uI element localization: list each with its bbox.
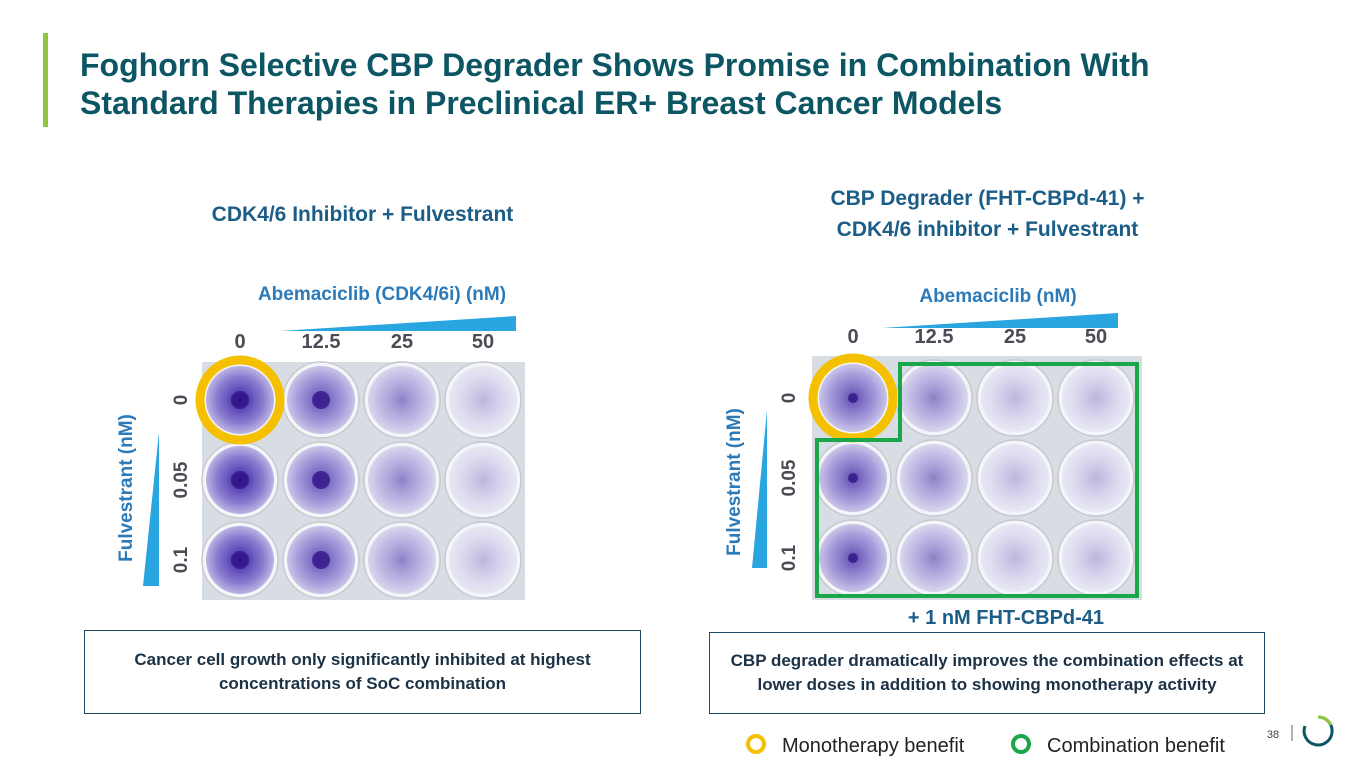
caption-box: CBP degrader dramatically improves the c… (709, 632, 1265, 714)
well (900, 524, 968, 592)
well (449, 366, 517, 434)
well (900, 444, 968, 512)
column-label: 25 (391, 331, 413, 353)
heading-line: CDK4/6 Inhibitor + Fulvestrant (211, 203, 514, 226)
well (900, 364, 968, 432)
panel-heading: CDK4/6 Inhibitor + Fulvestrant (140, 199, 585, 230)
column-label: 0 (847, 326, 858, 348)
logo-accent (1317, 715, 1333, 726)
monotherapy-ring (195, 355, 285, 445)
title-line: Standard Therapies in Preclinical ER+ Br… (80, 85, 1003, 121)
row-label: 0 (171, 395, 192, 406)
well (368, 366, 436, 434)
title-accent-bar (43, 33, 48, 127)
well (368, 446, 436, 514)
well (1062, 444, 1130, 512)
page-number: 38 (1267, 729, 1279, 741)
legend-label: Monotherapy benefit (782, 735, 965, 757)
colony (231, 471, 249, 489)
title: Foghorn Selective CBP Degrader Shows Pro… (80, 46, 1150, 122)
well (1062, 364, 1130, 432)
legend-label: Combination benefit (1047, 735, 1225, 757)
column-label: 50 (1085, 326, 1107, 348)
heading-line: CDK4/6 inhibitor + Fulvestrant (836, 218, 1139, 241)
column-label: 50 (472, 331, 494, 353)
row-label: 0.05 (171, 461, 192, 498)
column-label: 25 (1004, 326, 1026, 348)
y-axis-label: Fulvestrant (nM) (116, 414, 137, 562)
column-label: 12.5 (915, 326, 954, 348)
column-label: 0 (234, 331, 245, 353)
combination-outline (815, 362, 1139, 598)
concentration-ramp (752, 410, 767, 568)
row-label: 0.1 (779, 544, 800, 571)
y-axis-label: Fulvestrant (nM) (724, 408, 745, 556)
well (1062, 524, 1130, 592)
x-axis-label: Abemaciclib (nM) (919, 286, 1076, 307)
caption: CBP degrader dramatically improves the c… (730, 651, 1244, 694)
caption: Cancer cell growth only significantly in… (134, 650, 591, 693)
well (981, 444, 1049, 512)
colony (848, 393, 858, 403)
title-line: Foghorn Selective CBP Degrader Shows Pro… (80, 47, 1150, 83)
concentration-ramp (280, 316, 516, 331)
row-label: 0.1 (171, 546, 192, 573)
concentration-ramp (143, 432, 159, 586)
well (368, 526, 436, 594)
colony (231, 391, 249, 409)
legend-swatch (1011, 734, 1031, 754)
colony (848, 553, 858, 563)
concentration-ramp (882, 313, 1118, 328)
colony (231, 551, 249, 569)
colony (312, 391, 330, 409)
footnote: + 1 nM FHT-CBPd-41 (908, 607, 1104, 629)
row-label: 0.05 (779, 459, 800, 496)
colony (312, 551, 330, 569)
heading-line: CBP Degrader (FHT-CBPd-41) + (830, 187, 1145, 210)
row-label: 0 (779, 393, 800, 404)
column-label: 12.5 (302, 331, 341, 353)
well (449, 526, 517, 594)
colony (848, 473, 858, 483)
well (981, 364, 1049, 432)
x-axis-label: Abemaciclib (CDK4/6i) (nM) (258, 284, 506, 305)
legend-swatch (746, 734, 766, 754)
well (981, 524, 1049, 592)
colony (312, 471, 330, 489)
caption-box: Cancer cell growth only significantly in… (84, 630, 641, 714)
well (449, 446, 517, 514)
panel-heading: CBP Degrader (FHT-CBPd-41) + CDK4/6 inhi… (740, 183, 1235, 245)
